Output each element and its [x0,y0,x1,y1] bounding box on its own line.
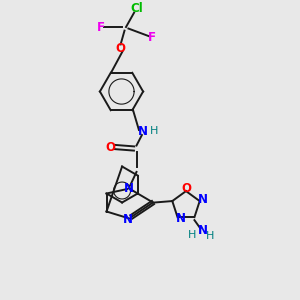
Text: N: N [124,182,134,195]
Text: H: H [206,231,214,241]
Text: Cl: Cl [130,2,143,15]
Text: H: H [150,126,158,136]
Text: F: F [148,31,155,44]
Text: N: N [198,193,208,206]
Text: O: O [105,140,116,154]
Text: N: N [198,224,208,238]
Text: N: N [176,212,185,225]
Text: N: N [137,125,148,138]
Text: O: O [181,182,191,195]
Text: O: O [115,42,125,55]
Text: F: F [97,20,104,34]
Text: H: H [188,230,196,240]
Text: N: N [122,213,133,226]
